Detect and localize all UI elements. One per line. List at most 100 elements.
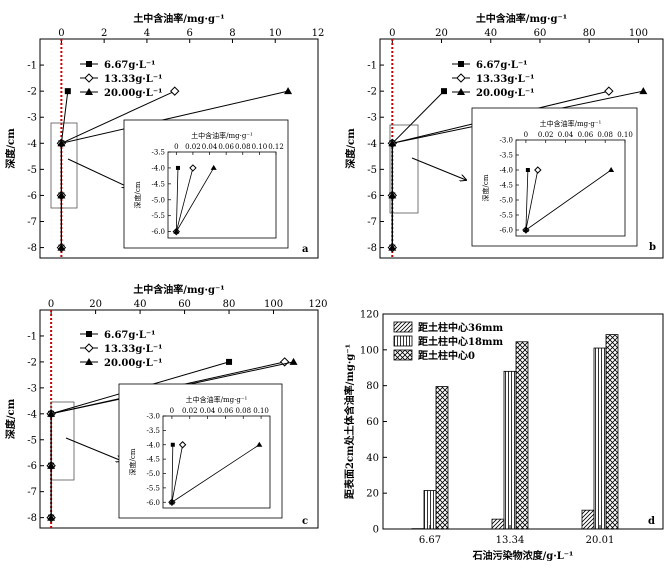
y-tick-label: -1: [27, 61, 37, 72]
inset-y-tick-label: -4.5: [147, 456, 161, 464]
legend-entry: 20.00g·L⁻¹: [104, 88, 162, 99]
inset-x-tick-label: 0.12: [268, 143, 284, 151]
y-tick-label: -4: [27, 139, 37, 150]
data-point-square: [226, 358, 233, 365]
x-tick-label: 6: [187, 28, 193, 39]
x-tick-label: 60: [534, 28, 547, 39]
x-tick-label: 20: [89, 299, 102, 310]
x-tick-label: 60: [178, 299, 191, 310]
y-axis-title: 深度/cm: [4, 128, 17, 169]
y-tick-label: -8: [27, 513, 37, 524]
bar-diagonal: [581, 509, 595, 530]
inset-series-line-square: [171, 444, 174, 503]
inset-y-tick-label: -4.5: [152, 180, 166, 188]
inset-x-tick-label: 0: [170, 407, 174, 415]
plot-frame: [379, 38, 664, 259]
inset-plot-frame: [162, 415, 271, 509]
legend-marker-diamond: [84, 343, 94, 353]
y-tick-label: -1: [27, 331, 37, 342]
inset-data-point-diamond: [178, 441, 187, 449]
inset-x-axis-title: 土中含油率/mg·g⁻¹: [186, 395, 248, 404]
zoom-region-box: [389, 124, 419, 214]
zoom-arrow: [65, 437, 122, 461]
y-tick-label: -2: [27, 87, 37, 98]
legend-entry: 6.67g·L⁻¹: [104, 60, 156, 71]
inset-series-line-diamond: [171, 444, 184, 503]
inset-series-line-square: [175, 167, 179, 232]
inset-y-tick-label: -5.0: [147, 470, 161, 478]
panel-label: d: [648, 516, 655, 527]
inset-x-axis-title: 土中含油率/mg·g⁻¹: [191, 131, 253, 140]
inset-series-line-diamond: [175, 167, 194, 232]
y-axis-title: 深度/cm: [344, 128, 357, 169]
y-tick-label: -5: [27, 435, 37, 446]
inset-plot-frame: [515, 139, 626, 237]
inset-data-point-triangle: [173, 228, 180, 234]
legend-entry: 20.00g·L⁻¹: [476, 88, 534, 99]
bar-vertical: [503, 370, 517, 530]
inset-x-tick-label: 0: [524, 131, 528, 139]
inset-y-tick-label: -5.5: [500, 212, 514, 220]
inset-x-tick-label: 0.06: [218, 407, 234, 415]
x-tick-label: 4: [144, 28, 150, 39]
panel-a: 0 2 4 6 8 10 12 -1 -2 -3 -4 -5 -6 -7 -8 土中含油率/mg·g⁻¹ 深度/…: [4, 12, 324, 259]
legend-marker-diamond: [456, 73, 466, 83]
inset-x-tick-label: 0.08: [597, 131, 613, 139]
bar-vertical: [593, 347, 607, 530]
inset-data-point-triangle: [522, 227, 529, 232]
x-axis-title: 土中含油率/mg·g⁻¹: [133, 283, 224, 296]
data-point-triangle: [289, 357, 298, 365]
y-tick-label: 80: [366, 381, 379, 392]
inset-x-tick-label: 0.06: [578, 131, 594, 139]
y-tick-label: -2: [367, 87, 377, 98]
data-point-triangle: [57, 139, 66, 147]
panel-b: 0 20 40 60 80 100 -1 -2 -3 -4 -5 -6 -7 -8 土中含油率/mg·g⁻¹…: [344, 12, 664, 259]
legend-entry: 13.33g·L⁻¹: [476, 74, 534, 85]
data-point-diamond: [604, 86, 614, 96]
inset-series-line-triangle: [171, 444, 260, 503]
legend-swatch-diagonal: [393, 321, 413, 333]
y-tick-label: -6: [367, 191, 377, 202]
x-tick-label: 80: [583, 28, 596, 39]
legend-entry: 13.33g·L⁻¹: [104, 74, 162, 85]
inset-y-tick-label: -4.0: [500, 167, 514, 175]
inset-y-tick-label: -3.0: [147, 413, 161, 421]
y-tick-label: -6: [27, 461, 37, 472]
inset-y-axis-title: 深度/cm: [133, 181, 142, 208]
x-tick-label: 40: [484, 28, 497, 39]
inset-x-tick-label: 0.04: [202, 143, 218, 151]
data-point-triangle: [639, 87, 648, 95]
inset-series-line-triangle: [525, 169, 612, 231]
inset-plot-frame: [167, 151, 277, 239]
inset-y-tick-label: -3.5: [500, 152, 514, 160]
inset-y-tick-label: -6.0: [147, 499, 161, 507]
inset-series-line-diamond: [525, 169, 539, 231]
legend-marker-triangle: [85, 358, 93, 365]
data-point-triangle: [284, 87, 293, 95]
inset-x-tick-label: 0.04: [200, 407, 216, 415]
inset-data-point-triangle: [608, 167, 615, 172]
y-tick-label: -7: [27, 487, 37, 498]
data-point-triangle: [57, 191, 66, 199]
legend-entry: 距土柱中心18mm: [418, 335, 503, 348]
x-tick-label: 20.01: [586, 535, 615, 546]
legend-entry: 20.00g·L⁻¹: [104, 358, 162, 369]
legend-marker-diamond: [84, 73, 94, 83]
panel-label: c: [302, 516, 308, 527]
y-tick-label: -3: [27, 383, 37, 394]
plot-frame: [39, 309, 319, 529]
inset-data-point-triangle: [168, 499, 175, 505]
inset-y-axis-title: 深度/cm: [481, 174, 490, 201]
y-tick-label: -4: [367, 139, 377, 150]
panel-label: a: [302, 244, 309, 255]
inset-data-point-square: [170, 442, 175, 447]
inset-x-axis-title: 土中含油率/mg·g⁻¹: [540, 119, 602, 128]
y-axis-title: 深度/cm: [4, 398, 17, 439]
inset-x-tick-label: 0.10: [253, 407, 269, 415]
inset-x-tick-label: 0.08: [235, 407, 251, 415]
bar-diagonal: [491, 518, 505, 530]
y-tick-label: -4: [27, 409, 37, 420]
legend-entry: 6.67g·L⁻¹: [476, 60, 528, 71]
y-tick-label: -1: [367, 61, 377, 72]
inset-data-point-triangle: [256, 441, 263, 447]
